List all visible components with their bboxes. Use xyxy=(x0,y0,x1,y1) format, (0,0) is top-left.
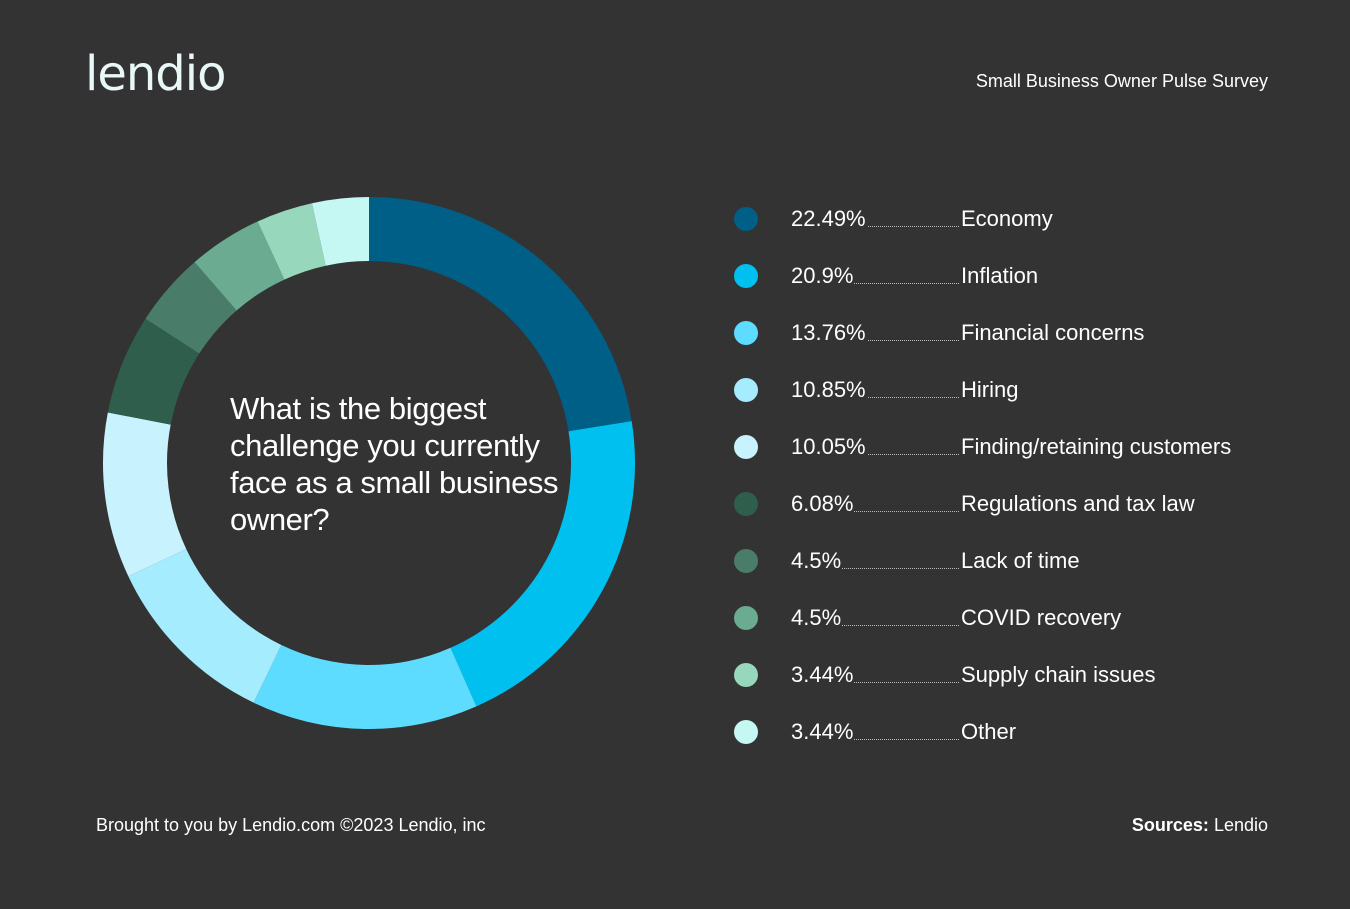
legend-value: 3.44% xyxy=(791,662,855,688)
sources-label: Sources: xyxy=(1131,815,1209,835)
legend-label: Other xyxy=(961,719,1017,744)
legend-swatch xyxy=(734,321,758,345)
donut-slice-inflation xyxy=(450,421,635,707)
legend-value: 3.44% xyxy=(791,719,855,745)
legend-swatch xyxy=(734,492,758,516)
lendio-logo: lendio xyxy=(85,46,226,102)
donut-slice-economy xyxy=(369,197,632,432)
legend-swatch xyxy=(734,378,758,402)
legend-label: COVID recovery xyxy=(961,605,1122,630)
legend-swatch xyxy=(734,549,758,573)
survey-title: Small Business Owner Pulse Survey xyxy=(975,71,1268,91)
legend-label: Inflation xyxy=(961,263,1039,288)
legend-leader-dots xyxy=(833,454,959,455)
legend-item-hiring: 10.85% Hiring xyxy=(733,362,1273,419)
legend-swatch xyxy=(734,606,758,630)
donut-slice-finding-retaining-customers xyxy=(102,412,187,577)
legend-label: Hiring xyxy=(961,377,1019,402)
legend-label: Finding/retaining customers xyxy=(961,434,1232,459)
legend-label: Supply chain issues xyxy=(961,662,1156,687)
donut-slice-hiring xyxy=(128,549,282,703)
legend-swatch xyxy=(734,207,758,231)
legend-swatch xyxy=(734,264,758,288)
legend-label: Financial concerns xyxy=(961,320,1145,345)
donut-slice-lack-of-time xyxy=(145,262,237,354)
legend-value: 20.9% xyxy=(791,263,855,289)
legend-leader-dots xyxy=(833,226,959,227)
legend-item-covid-recovery: 4.5% COVID recovery xyxy=(733,590,1273,647)
legend-leader-dots xyxy=(833,340,959,341)
legend-leader-dots xyxy=(833,397,959,398)
legend-item-inflation: 20.9% Inflation xyxy=(733,248,1273,305)
donut-slice-regulations-and-tax-law xyxy=(107,318,200,425)
legend-value: 10.05% xyxy=(791,434,867,460)
legend-leader-dots xyxy=(833,283,959,284)
legend-value: 10.85% xyxy=(791,377,867,403)
legend-item-other: 3.44% Other xyxy=(733,704,1273,761)
legend-label: Economy xyxy=(961,206,1053,231)
legend-swatch xyxy=(734,435,758,459)
legend-swatch xyxy=(734,720,758,744)
chart-question: What is the biggest challenge you curren… xyxy=(230,391,559,537)
legend-value: 4.5% xyxy=(791,605,843,631)
legend-item-regulations-and-tax-law: 6.08% Regulations and tax law xyxy=(733,476,1273,533)
legend-item-lack-of-time: 4.5% Lack of time xyxy=(733,533,1273,590)
legend-item-financial-concerns: 13.76% Financial concerns xyxy=(733,305,1273,362)
sources-value: Lendio xyxy=(1213,815,1268,835)
legend-label: Regulations and tax law xyxy=(961,491,1195,516)
donut-slice-financial-concerns xyxy=(253,644,477,729)
legend-leader-dots xyxy=(833,568,959,569)
legend-value: 13.76% xyxy=(791,320,867,346)
donut-chart xyxy=(102,197,635,729)
legend-label: Lack of time xyxy=(961,548,1080,573)
donut-slice-covid-recovery xyxy=(194,221,285,311)
legend-value: 22.49% xyxy=(791,206,867,232)
legend-item-economy: 22.49% Economy xyxy=(733,191,1273,248)
legend-item-supply-chain-issues: 3.44% Supply chain issues xyxy=(733,647,1273,704)
legend-leader-dots xyxy=(833,511,959,512)
legend-item-finding-retaining-customers: 10.05% Finding/retaining customers xyxy=(733,419,1273,476)
donut-slice-supply-chain-issues xyxy=(257,203,326,280)
donut-slice-other xyxy=(311,197,369,266)
legend-swatch xyxy=(734,663,758,687)
footer-credit: Brought to you by Lendio.com ©2023 Lendi… xyxy=(96,815,486,835)
chart-legend: 22.49% Economy 20.9% Inflation 13.76% Financi… xyxy=(733,191,1273,761)
legend-value: 4.5% xyxy=(791,548,843,574)
footer-sources: Sources: Lendio xyxy=(1132,815,1268,836)
legend-leader-dots xyxy=(833,739,959,740)
legend-leader-dots xyxy=(833,625,959,626)
legend-leader-dots xyxy=(833,682,959,683)
legend-value: 6.08% xyxy=(791,491,855,517)
